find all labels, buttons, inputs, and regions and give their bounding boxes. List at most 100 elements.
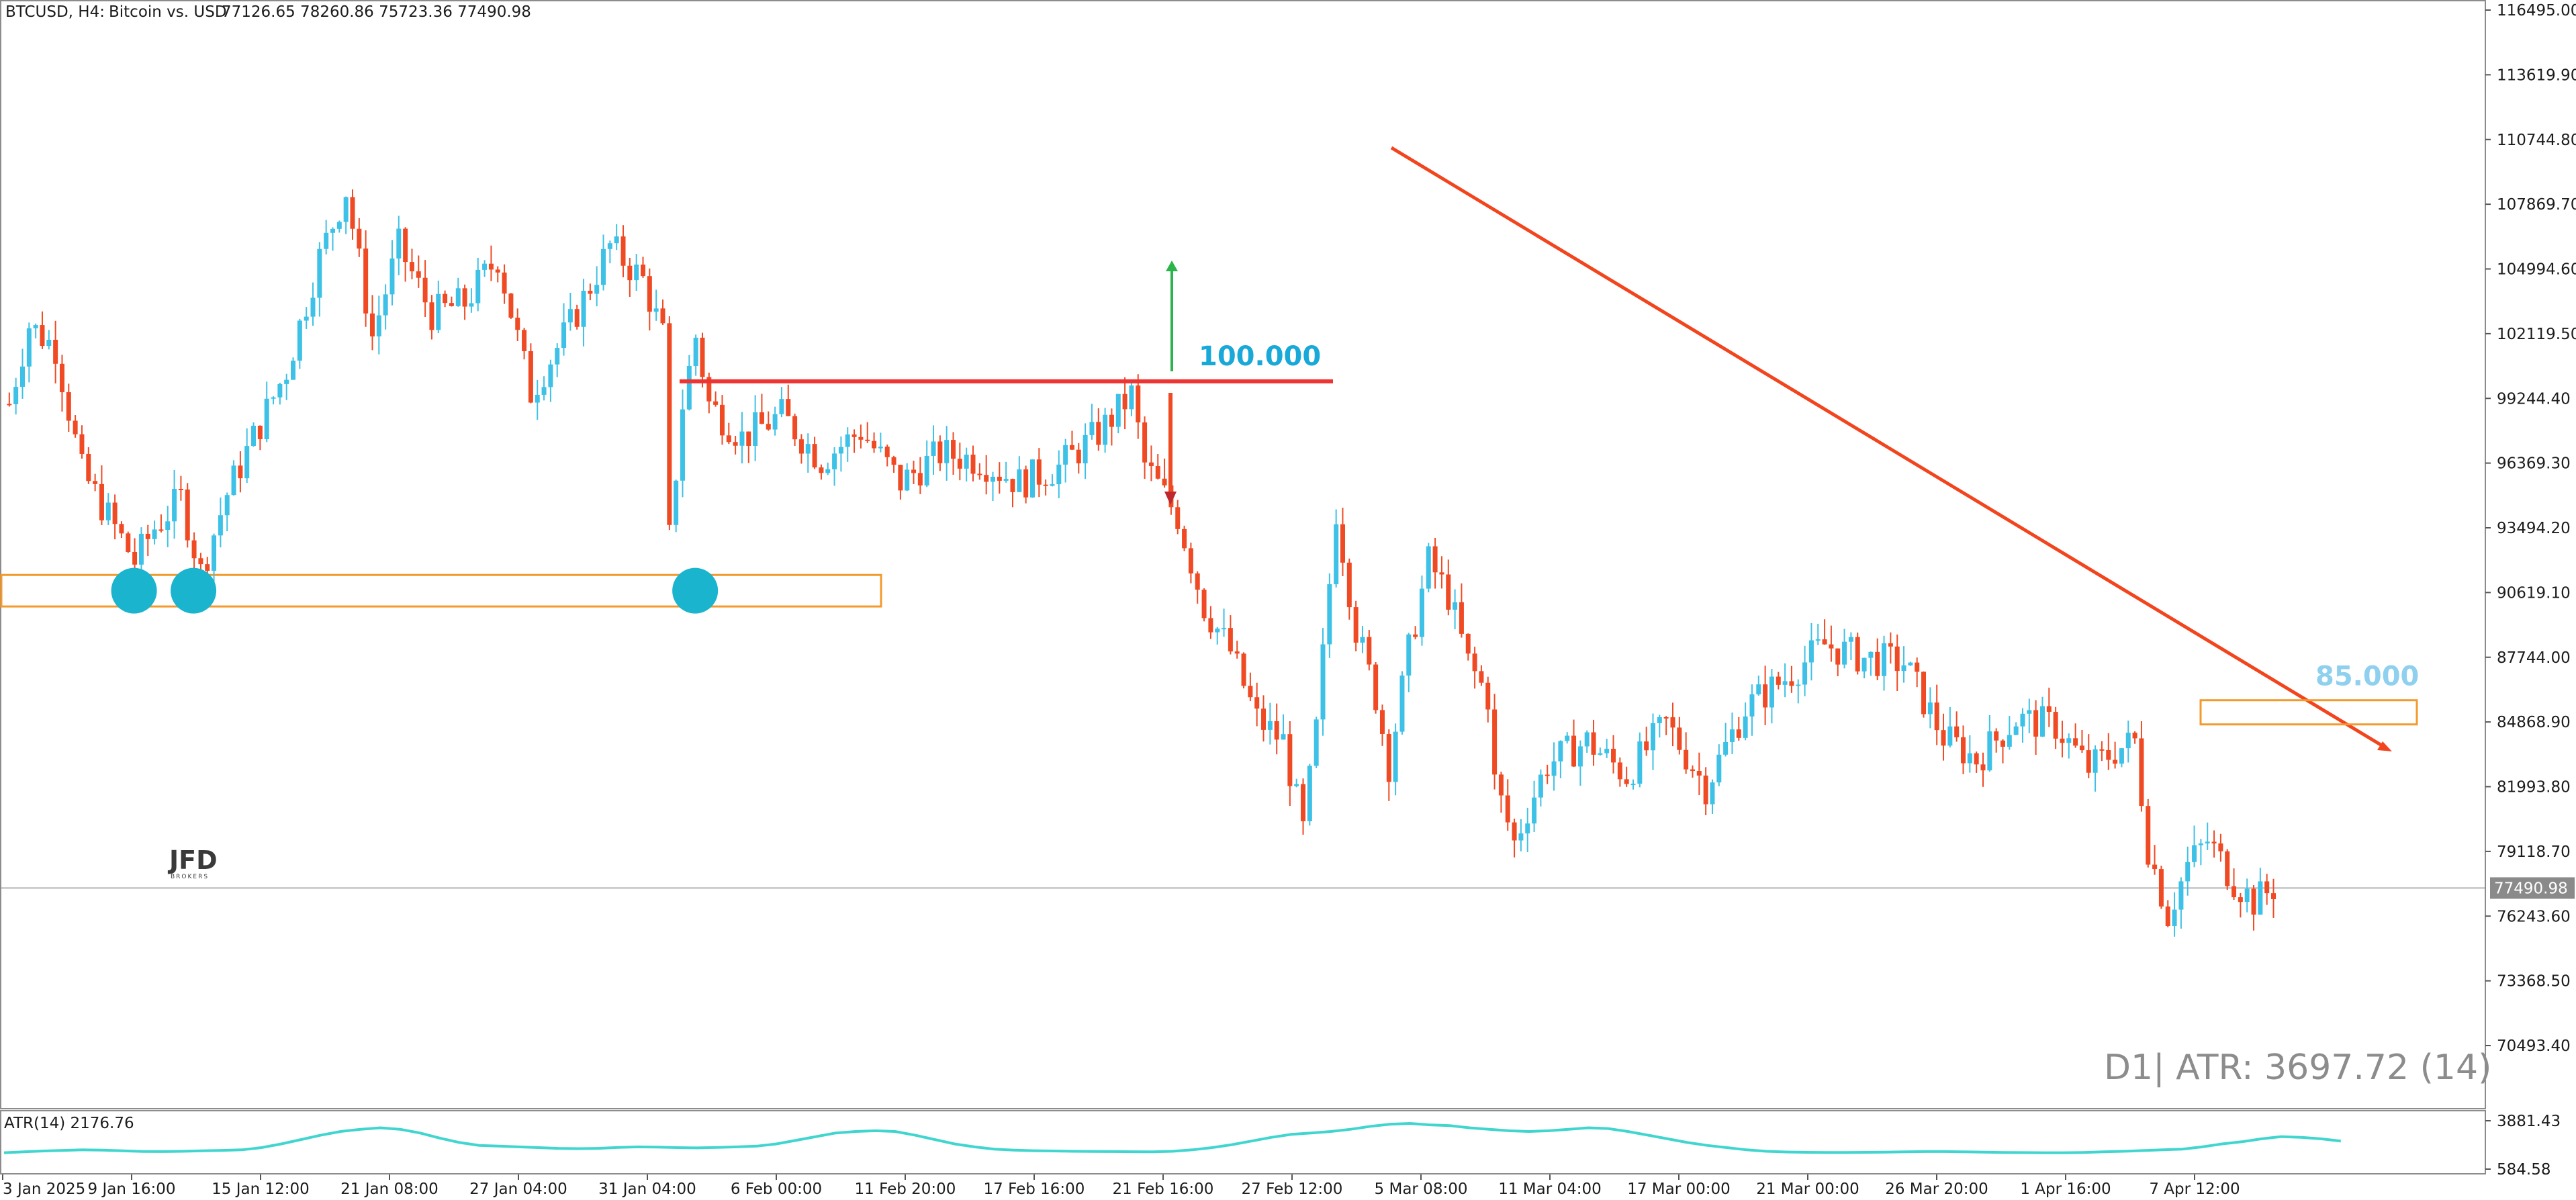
candle-body bbox=[1432, 546, 1438, 573]
candle-body bbox=[2039, 706, 2045, 737]
candle-body bbox=[614, 236, 619, 244]
candle-body bbox=[132, 551, 138, 565]
candle-body bbox=[1921, 672, 1927, 714]
candle-body bbox=[911, 469, 917, 473]
candle-body bbox=[852, 434, 857, 437]
candle-body bbox=[436, 293, 441, 330]
candle-body bbox=[1703, 775, 1708, 804]
candle-body bbox=[396, 228, 402, 259]
candle-body bbox=[878, 447, 883, 449]
candle-body bbox=[746, 431, 751, 446]
candle-body bbox=[898, 465, 903, 491]
candle-body bbox=[620, 236, 626, 266]
candle-body bbox=[1518, 833, 1524, 841]
candle-body bbox=[1050, 484, 1055, 486]
candle-body bbox=[1796, 684, 1801, 686]
atr-tick-label: 3881.43 bbox=[2497, 1113, 2561, 1130]
candle-body bbox=[59, 363, 64, 393]
time-tick-label: 3 Jan 2025 bbox=[3, 1181, 85, 1198]
candle-body bbox=[46, 340, 52, 347]
candle-body bbox=[2073, 738, 2078, 746]
candle-body bbox=[40, 325, 45, 347]
time-tick-label: 15 Jan 12:00 bbox=[212, 1181, 310, 1198]
candle-body bbox=[1314, 719, 1319, 766]
candle-body bbox=[1069, 445, 1074, 450]
support-touch-marker bbox=[111, 567, 157, 614]
candle-body bbox=[2079, 745, 2084, 751]
candle-body bbox=[997, 476, 1002, 481]
price-tick-label: 116495.00 bbox=[2497, 2, 2576, 19]
candle-body bbox=[2007, 735, 2012, 747]
candle-body bbox=[112, 502, 118, 524]
time-tick-label: 5 Mar 08:00 bbox=[1375, 1181, 1468, 1198]
time-tick-label: 27 Feb 12:00 bbox=[1242, 1181, 1343, 1198]
target-zone[interactable] bbox=[2199, 699, 2418, 726]
candle-body bbox=[2198, 843, 2203, 845]
candle-body bbox=[574, 309, 580, 327]
candle-body bbox=[772, 414, 778, 430]
atr-tick-label: 584.58 bbox=[2497, 1161, 2550, 1179]
candle-body bbox=[2238, 897, 2243, 903]
candle-body bbox=[1406, 634, 1412, 676]
candle-body bbox=[1208, 618, 1213, 633]
support-zone[interactable] bbox=[0, 573, 882, 608]
price-tick-label: 70493.40 bbox=[2497, 1037, 2571, 1055]
candle-body bbox=[686, 366, 692, 410]
candle-body bbox=[284, 379, 289, 384]
candle-body bbox=[218, 515, 223, 536]
candle-body bbox=[1267, 721, 1273, 730]
candle-body bbox=[548, 364, 553, 387]
candle-body bbox=[1248, 686, 1253, 698]
candle-body bbox=[2132, 733, 2137, 739]
candle-body bbox=[601, 248, 606, 285]
candle-body bbox=[917, 473, 923, 486]
candle-body bbox=[937, 441, 943, 463]
time-tick-label: 26 Mar 20:00 bbox=[1885, 1181, 1988, 1198]
candle-body bbox=[1558, 741, 1563, 761]
candle-body bbox=[1439, 572, 1444, 575]
current-price-tag: 77490.98 bbox=[2490, 877, 2575, 899]
candle-body bbox=[594, 285, 600, 294]
candle-body bbox=[2000, 740, 2005, 747]
candle-body bbox=[1749, 694, 1755, 717]
candle-body bbox=[1690, 769, 1695, 772]
candle-body bbox=[1182, 528, 1187, 549]
resistance-label: 100.000 bbox=[1199, 341, 1321, 372]
candle-body bbox=[1353, 607, 1359, 643]
candle-body bbox=[957, 459, 962, 469]
candle-body bbox=[389, 258, 395, 295]
candle-body bbox=[1453, 602, 1458, 610]
candle-body bbox=[1756, 684, 1761, 695]
candle-body bbox=[350, 197, 355, 229]
candle-body bbox=[2046, 706, 2052, 712]
candle-body bbox=[1604, 749, 1610, 753]
logo-tagline: BROKERS bbox=[171, 874, 209, 880]
candle-body bbox=[53, 340, 58, 364]
candle-body bbox=[86, 453, 91, 481]
price-tick-label: 73368.50 bbox=[2497, 973, 2571, 990]
candle-body bbox=[1835, 648, 1841, 665]
candle-body bbox=[1723, 741, 1729, 755]
candle-body bbox=[970, 455, 976, 474]
candle-body bbox=[832, 453, 837, 469]
support-touch-marker bbox=[672, 567, 719, 614]
candle-body bbox=[99, 483, 104, 520]
candle-body bbox=[528, 351, 533, 403]
candle-body bbox=[977, 473, 982, 475]
candle-body bbox=[1684, 749, 1689, 770]
candle-body bbox=[1083, 434, 1088, 464]
candle-body bbox=[502, 272, 507, 294]
downtrend-line[interactable] bbox=[1390, 146, 2392, 751]
candle-body bbox=[1644, 741, 1649, 751]
candle-body bbox=[1571, 735, 1577, 767]
price-tick-label: 107869.70 bbox=[2497, 196, 2576, 214]
candle-body bbox=[1492, 709, 1498, 775]
atr-indicator-label: ATR(14) 2176.76 bbox=[4, 1115, 134, 1132]
candle-body bbox=[812, 444, 817, 468]
candle-body bbox=[304, 316, 309, 321]
candle-body bbox=[2218, 843, 2223, 851]
candle-body bbox=[271, 397, 276, 399]
candle-body bbox=[324, 232, 329, 249]
candle-body bbox=[766, 424, 771, 430]
